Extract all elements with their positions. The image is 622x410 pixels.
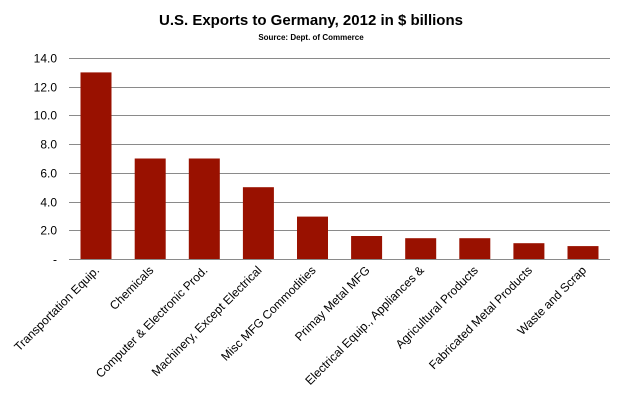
y-tick-label: 10.0 [34,109,58,123]
bar [297,216,328,259]
bar [567,246,599,259]
chart-title: U.S. Exports to Germany, 2012 in $ billi… [159,12,463,29]
y-tick-label: 6.0 [40,167,57,181]
bar [80,72,112,260]
bar [459,238,491,259]
bar [188,158,220,259]
y-tick-label: 12.0 [34,81,58,95]
y-axis-tick-labels: - 2.0 4.0 6.0 8.0 10.0 12.0 14.0 [34,52,58,267]
x-category-label: Machinery, Except Electrical [149,263,265,379]
chart-subtitle: Source: Dept. of Commerce [258,33,364,42]
y-tick-label: 2.0 [40,224,57,238]
y-tick-label: 14.0 [34,52,58,66]
y-tick-label: - [53,253,57,267]
bar [242,187,274,259]
bars [80,72,599,260]
bar [513,243,545,259]
x-category-label: Transportation Equip. [11,263,102,354]
x-category-label: Fabricated Metal Products [426,263,535,372]
bar [351,236,383,259]
bar [405,238,437,259]
x-category-label: Computer & Electronic Prod. [93,263,210,380]
y-tick-label: 4.0 [40,196,57,210]
x-category-label: Chemicals [107,263,157,313]
x-category-label: Misc MFG Commodities [218,263,318,363]
bar [134,158,166,259]
y-tick-label: 8.0 [40,138,57,152]
